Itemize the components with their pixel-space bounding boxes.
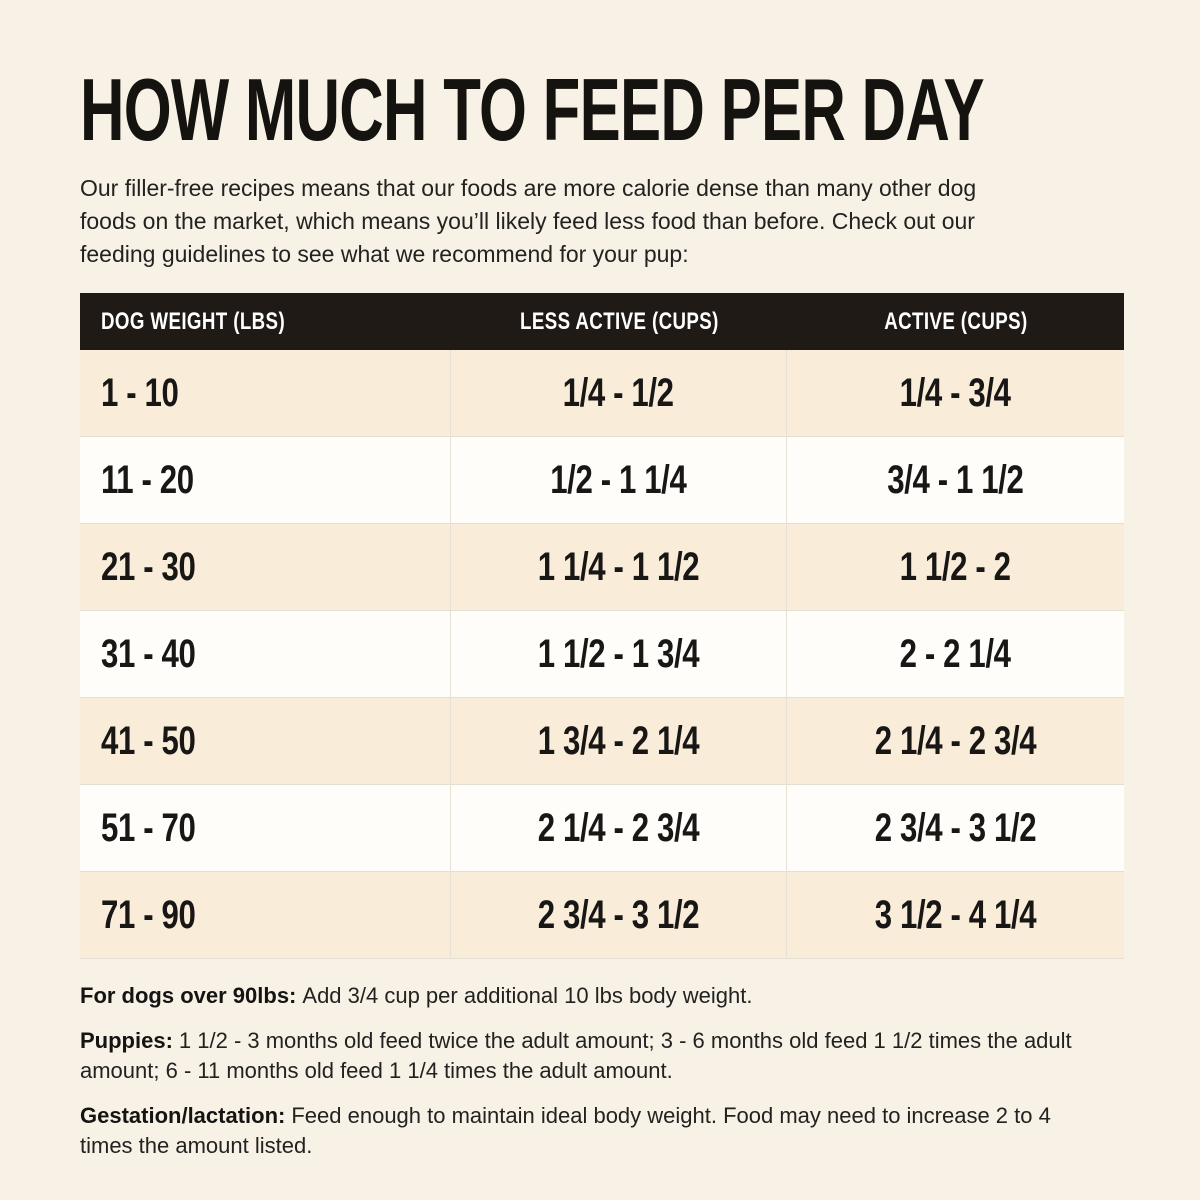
- cell-weight: 31 - 40: [80, 611, 451, 697]
- header-dog-weight-label: DOG WEIGHT (LBS): [101, 307, 286, 335]
- cell-less-active: 1/4 - 1/2: [451, 350, 787, 436]
- less-active-value: 2 1/4 - 2 3/4: [537, 805, 700, 850]
- weight-value: 31 - 40: [101, 631, 196, 676]
- note-lead: Puppies:: [80, 1028, 173, 1053]
- cell-active: 3/4 - 1 1/2: [787, 437, 1124, 523]
- less-active-value: 1 3/4 - 2 1/4: [537, 718, 700, 763]
- cell-less-active: 1 3/4 - 2 1/4: [451, 698, 787, 784]
- cell-active: 3 1/2 - 4 1/4: [787, 872, 1124, 958]
- cell-less-active: 2 1/4 - 2 3/4: [451, 785, 787, 871]
- table-row: 11 - 20 1/2 - 1 1/4 3/4 - 1 1/2: [80, 437, 1124, 524]
- active-value: 2 1/4 - 2 3/4: [874, 718, 1037, 763]
- intro-line: Our filler-free recipes means that our f…: [80, 175, 977, 201]
- cell-weight: 41 - 50: [80, 698, 451, 784]
- note-lead: For dogs over 90lbs:: [80, 983, 297, 1008]
- less-active-value: 1/2 - 1 1/4: [550, 457, 687, 502]
- cell-active: 2 3/4 - 3 1/2: [787, 785, 1124, 871]
- header-less-active: LESS ACTIVE (CUPS): [451, 293, 787, 350]
- note-text: 1 1/2 - 3 months old feed twice the adul…: [80, 1028, 1072, 1083]
- less-active-value: 1 1/2 - 1 3/4: [537, 631, 700, 676]
- cell-less-active: 2 3/4 - 3 1/2: [451, 872, 787, 958]
- cell-active: 2 1/4 - 2 3/4: [787, 698, 1124, 784]
- cell-weight: 1 - 10: [80, 350, 451, 436]
- active-value: 2 3/4 - 3 1/2: [874, 805, 1037, 850]
- note-text: Feed enough to maintain ideal body weigh…: [80, 1103, 1051, 1158]
- header-active-label: ACTIVE (CUPS): [883, 307, 1028, 335]
- active-value: 2 - 2 1/4: [900, 631, 1011, 676]
- feeding-table: DOG WEIGHT (LBS) LESS ACTIVE (CUPS) ACTI…: [80, 293, 1124, 959]
- cell-weight: 51 - 70: [80, 785, 451, 871]
- table-header-row: DOG WEIGHT (LBS) LESS ACTIVE (CUPS) ACTI…: [80, 293, 1124, 350]
- header-dog-weight: DOG WEIGHT (LBS): [80, 293, 451, 350]
- note-text: Add 3/4 cup per additional 10 lbs body w…: [302, 983, 753, 1008]
- cell-active: 2 - 2 1/4: [787, 611, 1124, 697]
- weight-value: 71 - 90: [101, 892, 196, 937]
- header-active: ACTIVE (CUPS): [787, 293, 1124, 350]
- table-row: 31 - 40 1 1/2 - 1 3/4 2 - 2 1/4: [80, 611, 1124, 698]
- cell-weight: 21 - 30: [80, 524, 451, 610]
- table-row: 51 - 70 2 1/4 - 2 3/4 2 3/4 - 3 1/2: [80, 785, 1124, 872]
- cell-weight: 11 - 20: [80, 437, 451, 523]
- table-row: 21 - 30 1 1/4 - 1 1/2 1 1/2 - 2: [80, 524, 1124, 611]
- cell-weight: 71 - 90: [80, 872, 451, 958]
- less-active-value: 2 3/4 - 3 1/2: [537, 892, 700, 937]
- weight-value: 41 - 50: [101, 718, 196, 763]
- active-value: 3/4 - 1 1/2: [887, 457, 1024, 502]
- cell-active: 1/4 - 3/4: [787, 350, 1124, 436]
- weight-value: 1 - 10: [101, 370, 179, 415]
- less-active-value: 1/4 - 1/2: [563, 370, 674, 415]
- header-less-active-label: LESS ACTIVE (CUPS): [519, 307, 719, 335]
- active-value: 1 1/2 - 2: [900, 544, 1011, 589]
- note-over-90lbs: For dogs over 90lbs: Add 3/4 cup per addi…: [80, 981, 1100, 1011]
- cell-active: 1 1/2 - 2: [787, 524, 1124, 610]
- intro-line: feeding guidelines to see what we recomm…: [80, 241, 689, 267]
- table-row: 1 - 10 1/4 - 1/2 1/4 - 3/4: [80, 350, 1124, 437]
- note-puppies: Puppies: 1 1/2 - 3 months old feed twice …: [80, 1026, 1100, 1086]
- intro-paragraph: Our filler-free recipes means that our f…: [80, 172, 1122, 271]
- note-gestation: Gestation/lactation: Feed enough to maint…: [80, 1101, 1100, 1161]
- intro-line: foods on the market, which means you’ll …: [80, 208, 975, 234]
- footnotes: For dogs over 90lbs: Add 3/4 cup per addi…: [80, 981, 1100, 1161]
- weight-value: 51 - 70: [101, 805, 196, 850]
- page-title: HOW MUCH TO FEED PER DAY: [80, 66, 1122, 156]
- note-lead: Gestation/lactation:: [80, 1103, 286, 1128]
- weight-value: 21 - 30: [101, 544, 196, 589]
- less-active-value: 1 1/4 - 1 1/2: [537, 544, 700, 589]
- active-value: 3 1/2 - 4 1/4: [874, 892, 1037, 937]
- table-row: 71 - 90 2 3/4 - 3 1/2 3 1/2 - 4 1/4: [80, 872, 1124, 959]
- cell-less-active: 1 1/2 - 1 3/4: [451, 611, 787, 697]
- cell-less-active: 1 1/4 - 1 1/2: [451, 524, 787, 610]
- active-value: 1/4 - 3/4: [900, 370, 1011, 415]
- cell-less-active: 1/2 - 1 1/4: [451, 437, 787, 523]
- table-row: 41 - 50 1 3/4 - 2 1/4 2 1/4 - 2 3/4: [80, 698, 1124, 785]
- page-title-text: HOW MUCH TO FEED PER DAY: [80, 60, 985, 159]
- weight-value: 11 - 20: [101, 457, 194, 502]
